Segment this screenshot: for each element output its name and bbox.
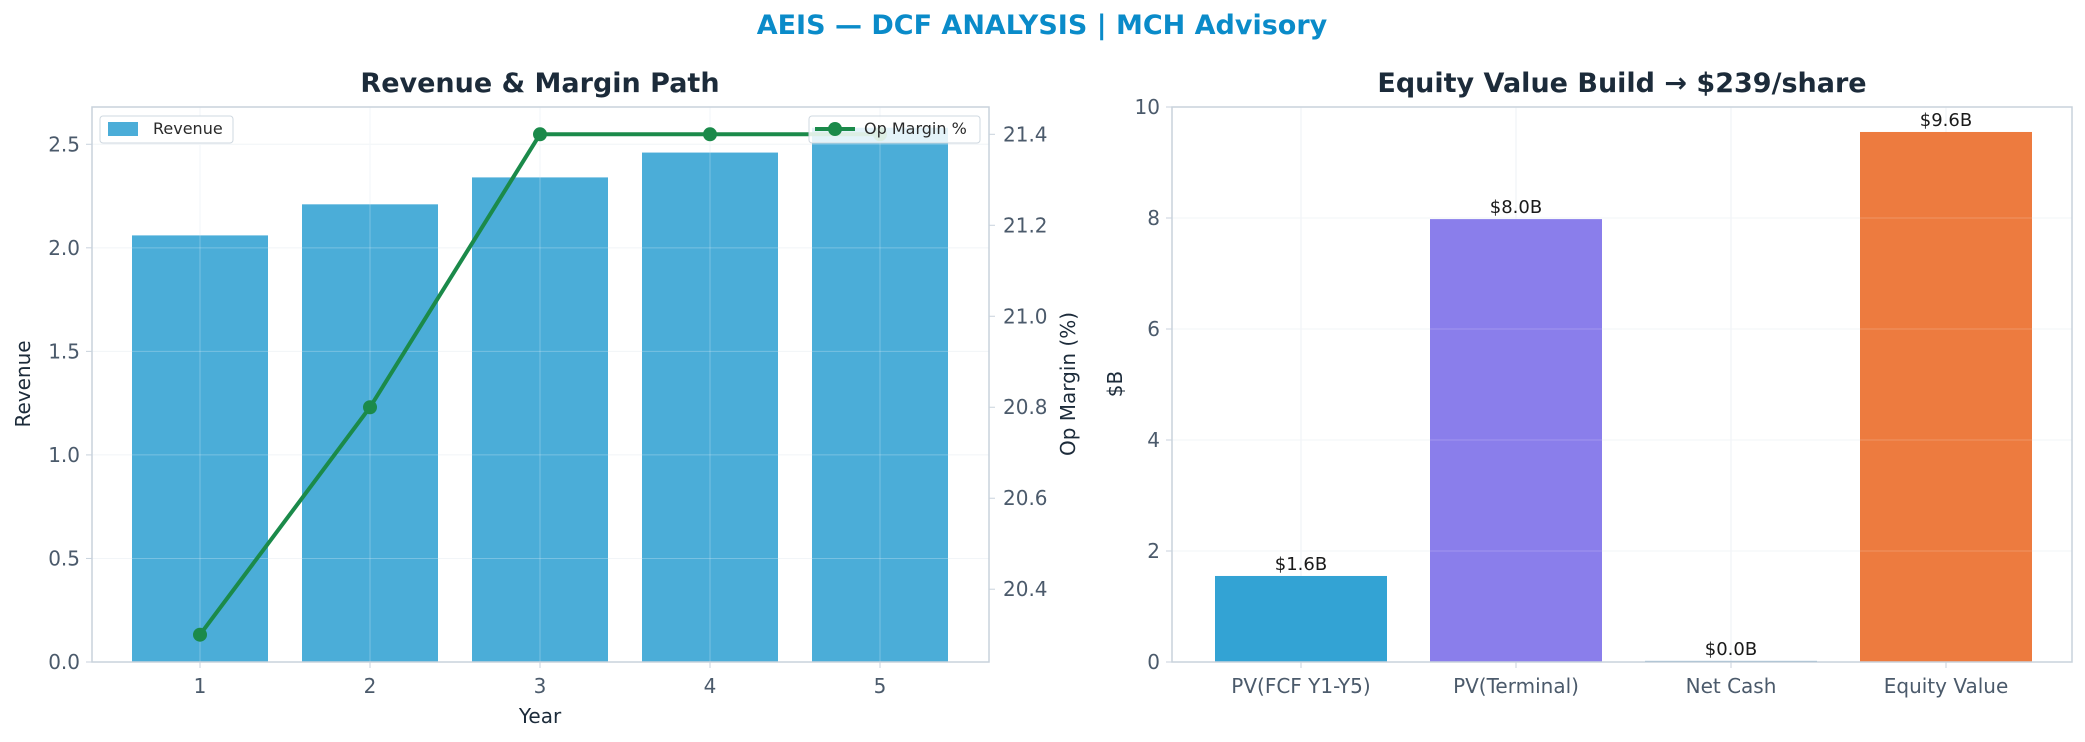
legend-op-margin-marker bbox=[828, 122, 842, 136]
right-chart-y-tick-label: 10 bbox=[1135, 95, 1160, 119]
left-x-tick-label: 3 bbox=[534, 674, 547, 698]
right-x-tick-label: PV(Terminal) bbox=[1453, 674, 1579, 698]
legend-revenue: Revenue bbox=[99, 115, 234, 144]
left-x-tick-label: 4 bbox=[704, 674, 717, 698]
right-y-tick-label: 20.4 bbox=[1003, 577, 1048, 601]
revenue-margin-chart: Revenue & Margin Path 1 2 3 4 5 0.0 0.5 1.0 1.5… bbox=[11, 68, 1080, 728]
left-x-tick-label: 1 bbox=[194, 674, 207, 698]
equity-bar-label: $1.6B bbox=[1275, 554, 1327, 575]
revenue-bar bbox=[812, 127, 948, 662]
left-y-tick-label: 0.5 bbox=[48, 546, 80, 570]
left-y-tick-label: 0.0 bbox=[48, 650, 80, 674]
op-margin-point bbox=[193, 627, 207, 642]
revenue-bar bbox=[302, 204, 438, 662]
right-chart-y-tick-label: 2 bbox=[1147, 539, 1160, 563]
left-y-axis-label: Revenue bbox=[11, 340, 35, 427]
right-chart-y-tick-label: 6 bbox=[1147, 317, 1160, 341]
revenue-bar bbox=[472, 177, 608, 662]
op-margin-point bbox=[533, 127, 547, 142]
equity-bar-label: $9.6B bbox=[1920, 110, 1972, 131]
right-x-tick-label: Net Cash bbox=[1686, 674, 1777, 698]
right-axes-frame bbox=[1171, 106, 2073, 663]
left-chart-title: Revenue & Margin Path bbox=[360, 68, 719, 99]
left-x-tick-label: 5 bbox=[874, 674, 887, 698]
right-y-tick-label: 21.2 bbox=[1003, 213, 1048, 237]
legend-revenue-swatch bbox=[108, 122, 138, 136]
left-y-tick-label: 1.5 bbox=[48, 339, 80, 363]
right-x-tick-label: Equity Value bbox=[1884, 674, 2009, 698]
equity-bar bbox=[1430, 219, 1602, 663]
right-chart-y-tick-label: 0 bbox=[1147, 650, 1160, 674]
op-margin-point bbox=[703, 127, 717, 142]
legend-op-margin: Op Margin % bbox=[808, 115, 981, 144]
right-y-tick-label: 21.0 bbox=[1003, 304, 1048, 328]
right-chart-y-axis-label: $B bbox=[1103, 371, 1127, 397]
right-chart-title: Equity Value Build → $239/share bbox=[1377, 68, 1866, 99]
right-y-tick-label: 21.4 bbox=[1003, 122, 1048, 146]
right-y-tick-label: 20.6 bbox=[1003, 486, 1048, 510]
right-chart-y-tick-label: 8 bbox=[1147, 206, 1160, 230]
right-x-tick-label: PV(FCF Y1-Y5) bbox=[1231, 674, 1370, 698]
equity-bar bbox=[1215, 575, 1387, 662]
legend-revenue-label: Revenue bbox=[153, 119, 223, 138]
revenue-bar bbox=[642, 152, 778, 663]
revenue-bar bbox=[132, 235, 268, 663]
left-y-tick-label: 2.0 bbox=[48, 236, 80, 260]
equity-bar bbox=[1860, 131, 2032, 663]
figure-title: AEIS — DCF ANALYSIS | MCH Advisory bbox=[757, 10, 1328, 41]
right-y-tick-label: 20.8 bbox=[1003, 395, 1048, 419]
right-chart-y-tick-label: 4 bbox=[1147, 428, 1160, 452]
right-y-axis-label: Op Margin (%) bbox=[1056, 312, 1080, 456]
equity-bar-label: $0.0B bbox=[1705, 639, 1757, 660]
legend-op-margin-label: Op Margin % bbox=[864, 119, 967, 138]
op-margin-point bbox=[363, 400, 377, 415]
equity-value-chart: Equity Value Build → $239/share $1.6B $8.… bbox=[1103, 68, 2073, 698]
left-x-axis-label: Year bbox=[518, 704, 562, 728]
left-x-tick-label: 2 bbox=[364, 674, 377, 698]
left-y-tick-label: 2.5 bbox=[48, 132, 80, 156]
equity-bar-label: $8.0B bbox=[1490, 197, 1542, 218]
left-y-tick-label: 1.0 bbox=[48, 443, 80, 467]
